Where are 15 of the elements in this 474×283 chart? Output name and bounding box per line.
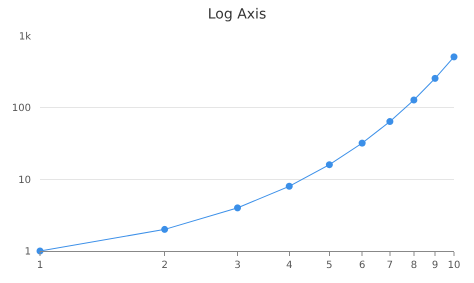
x-tick-label: 7 [386, 260, 394, 271]
chart-title: Log Axis [208, 6, 266, 22]
x-tick-label: 1 [36, 260, 44, 271]
x-tick-label: 4 [286, 260, 292, 271]
x-tick-label: 6 [358, 260, 366, 271]
y-tick-label: 10 [18, 174, 31, 186]
x-tick-label: 10 [448, 260, 460, 271]
x-tick-label: 2 [161, 260, 168, 271]
y-tick-label: 1 [24, 246, 31, 258]
x-tick-label: 9 [432, 260, 438, 271]
x-tick-label: 8 [410, 260, 418, 271]
x-tick-label: 3 [234, 260, 241, 271]
y-tick-label: 1k [18, 32, 32, 42]
y-tick-label: 100 [12, 103, 31, 114]
x-tick-label: 5 [326, 260, 333, 271]
